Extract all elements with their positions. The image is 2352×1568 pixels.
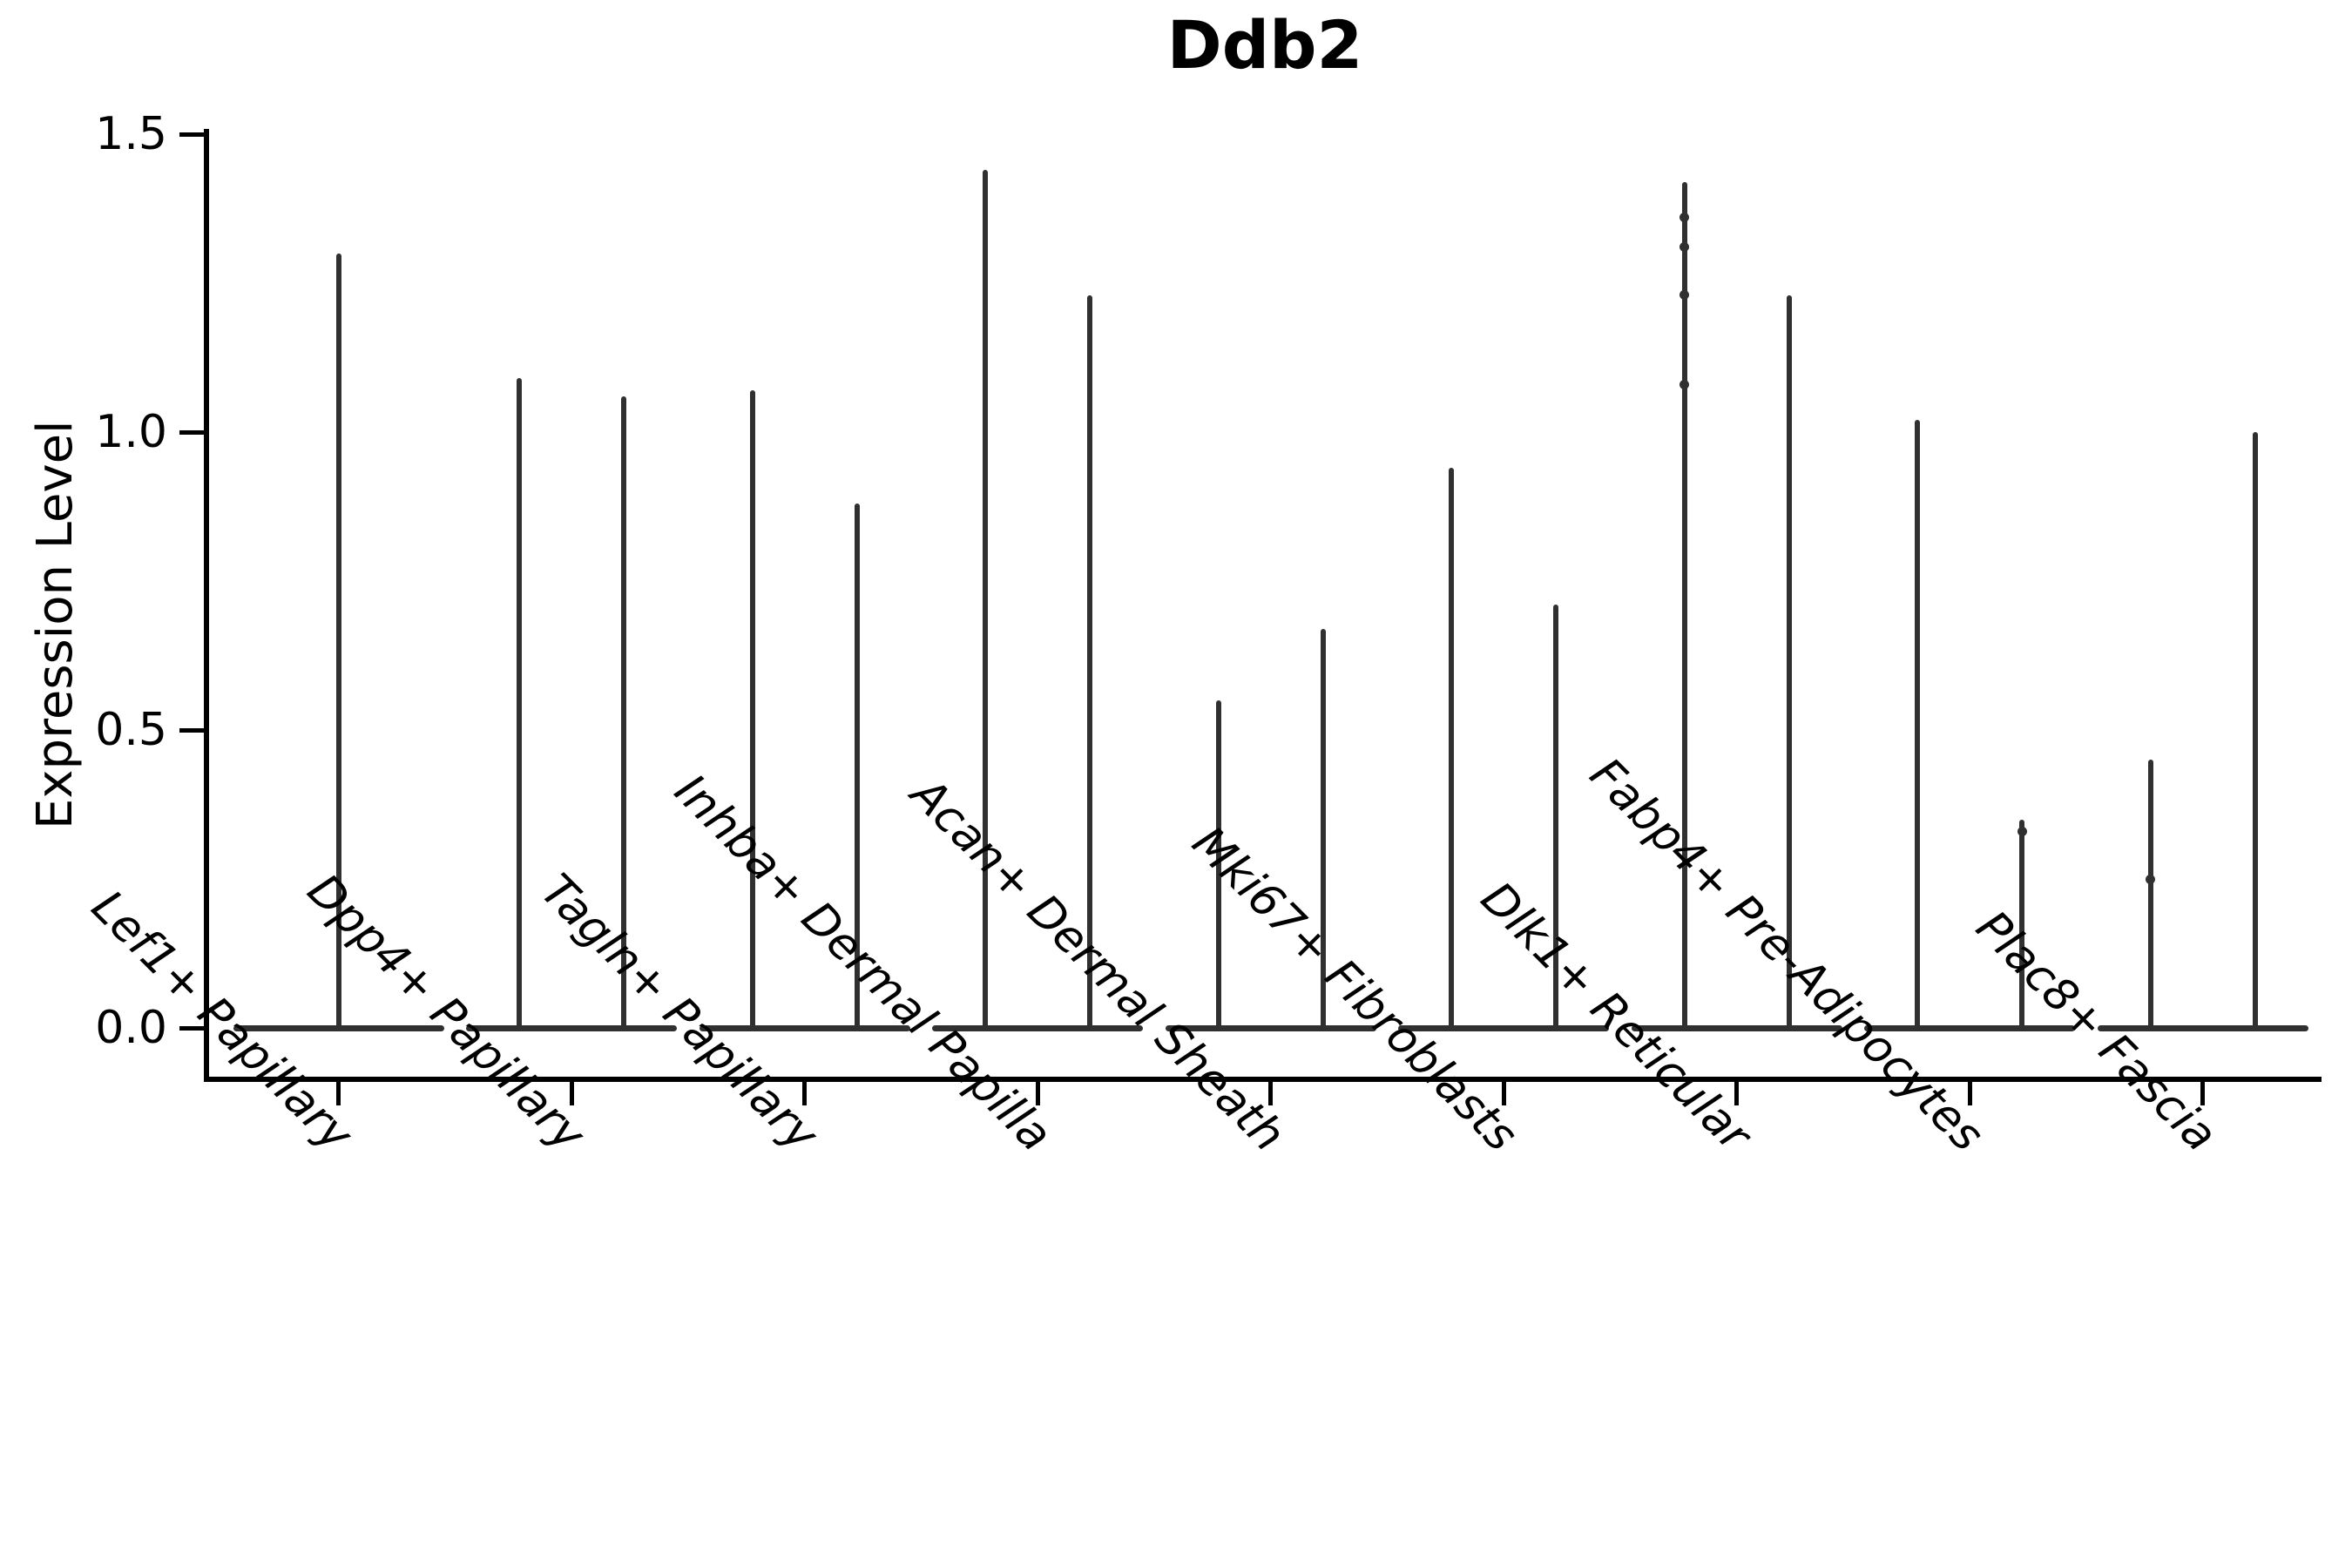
expression-bump xyxy=(1680,213,1690,223)
violin-spike xyxy=(854,504,860,1031)
violin-base xyxy=(1631,1024,1842,1031)
x-tick-label: Plac8+ Fascia xyxy=(1965,901,2227,1162)
y-axis-spine xyxy=(204,129,209,1082)
x-tick xyxy=(2200,1082,2206,1105)
y-tick-label: 1.5 xyxy=(95,108,167,160)
expression-bump xyxy=(1680,379,1690,389)
violin-spike xyxy=(1915,420,1921,1031)
expression-bump xyxy=(1680,290,1690,301)
x-tick-label: Acan+ Dermal Sheath xyxy=(900,767,1294,1162)
violin-spike xyxy=(983,170,989,1031)
expression-bump xyxy=(2146,874,2156,884)
violin-spike xyxy=(1215,700,1221,1031)
violin-spike xyxy=(1553,605,1559,1031)
violin-spike xyxy=(1320,628,1326,1031)
expression-bump xyxy=(2017,826,2027,836)
violin-spike xyxy=(1786,294,1792,1031)
violin-spike xyxy=(1449,468,1455,1031)
plot-title: Ddb2 xyxy=(1166,6,1363,84)
x-tick xyxy=(1967,1082,1972,1105)
x-tick xyxy=(569,1082,574,1105)
y-tick xyxy=(179,132,204,137)
violin-base xyxy=(1398,1024,1610,1031)
y-tick-label: 0.5 xyxy=(95,704,167,756)
violin-spike xyxy=(621,395,627,1031)
x-tick xyxy=(1268,1082,1274,1105)
x-tick xyxy=(1035,1082,1040,1105)
violin-spike xyxy=(749,390,755,1031)
x-axis-spine xyxy=(204,1077,2322,1082)
violin-base xyxy=(699,1024,910,1031)
x-tick xyxy=(802,1082,808,1105)
y-tick xyxy=(179,727,204,733)
violin-spike xyxy=(335,253,341,1031)
violin-base xyxy=(1165,1024,1376,1031)
violin-spike xyxy=(2252,432,2258,1031)
violin-base xyxy=(932,1024,1144,1031)
y-tick xyxy=(179,1025,204,1031)
violin-base xyxy=(2097,1024,2308,1031)
y-tick-label: 1.0 xyxy=(95,406,167,458)
x-tick xyxy=(1501,1082,1506,1105)
violin-base xyxy=(1864,1024,2076,1031)
x-tick xyxy=(1734,1082,1740,1105)
y-tick-label: 0.0 xyxy=(95,1002,167,1054)
x-tick-label: Inhba+ Dermal Papilla xyxy=(664,764,1062,1162)
violin-spike xyxy=(2019,819,2025,1031)
x-tick xyxy=(336,1082,341,1105)
violin-spike xyxy=(1681,181,1687,1031)
expression-bump xyxy=(1680,242,1690,253)
y-tick xyxy=(179,429,204,435)
y-axis-label: Expression Level xyxy=(27,420,84,829)
violin-spike xyxy=(517,378,523,1031)
violin-spike xyxy=(1087,294,1093,1031)
violin-base xyxy=(466,1024,678,1031)
violin-spike xyxy=(2147,760,2153,1031)
